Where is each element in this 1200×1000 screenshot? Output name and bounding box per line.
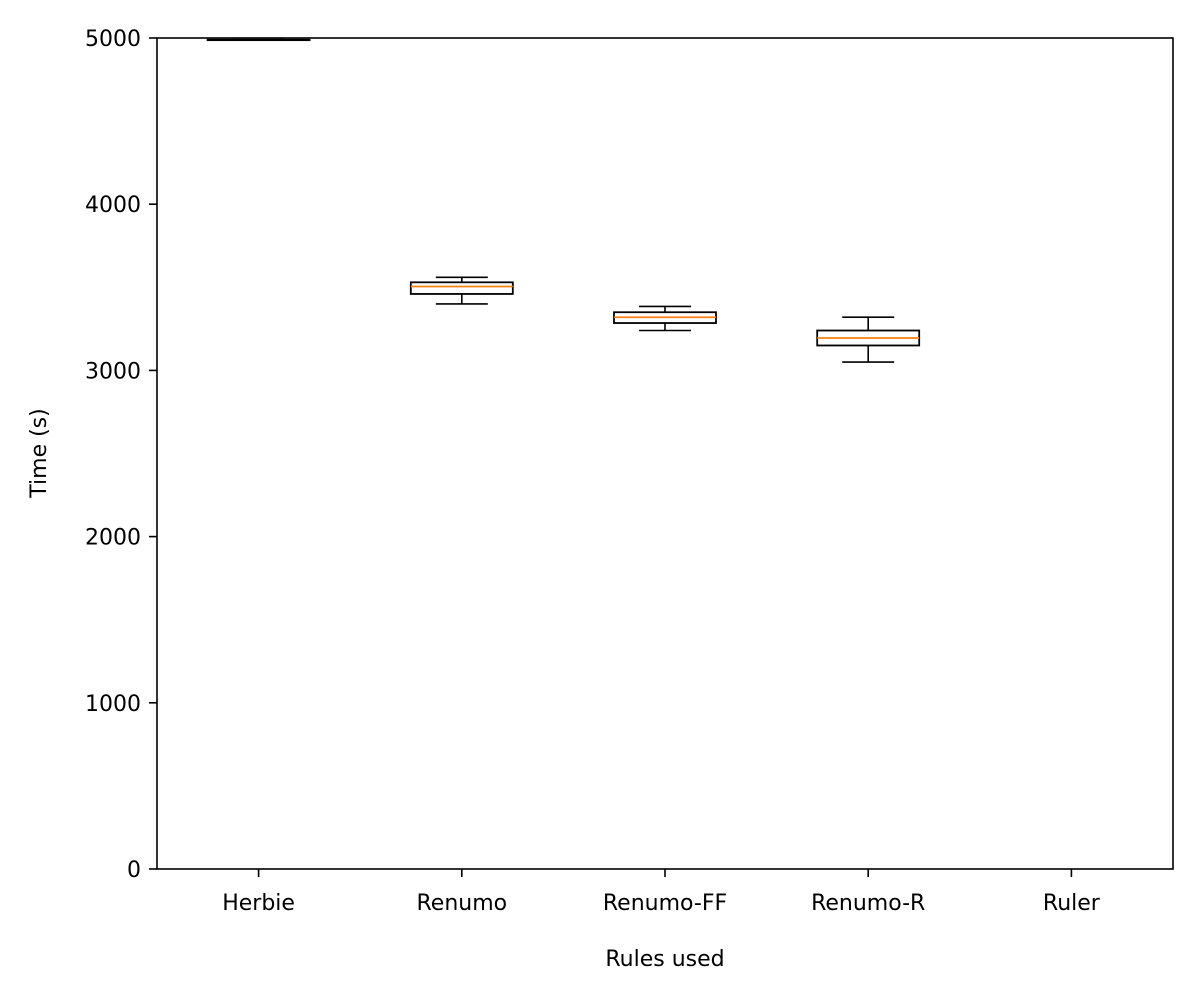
x-tick-label: Ruler <box>1043 891 1101 916</box>
y-axis-label: Time (s) <box>27 408 52 498</box>
plot-area <box>156 37 1174 870</box>
box-renumo-ff <box>613 305 717 332</box>
y-tick-label: 0 <box>127 858 141 883</box>
x-tick-label: Herbie <box>222 891 295 916</box>
x-tick-label: Renumo <box>416 891 507 916</box>
plot-frame <box>156 37 1174 870</box>
y-tick-label: 1000 <box>85 692 141 717</box>
y-tick-label: 3000 <box>85 359 141 384</box>
box-body <box>409 281 514 295</box>
x-tick-label: Renumo-FF <box>603 891 727 916</box>
y-tick-label: 5000 <box>85 27 141 52</box>
y-axis: 0 1000 2000 3000 4000 5000 <box>85 27 157 883</box>
box-renumo-r <box>816 316 921 363</box>
y-tick-label: 2000 <box>85 526 141 551</box>
y-tick-label: 4000 <box>85 193 141 218</box>
x-tick-label: Renumo-R <box>811 891 925 916</box>
x-axis: Herbie Renumo Renumo-FF Renumo-R Ruler <box>222 869 1101 916</box>
box-herbie <box>206 38 311 42</box>
boxes-group <box>206 38 921 363</box>
x-axis-label: Rules used <box>605 947 724 972</box>
box-renumo <box>409 276 514 305</box>
box-body <box>206 38 311 42</box>
